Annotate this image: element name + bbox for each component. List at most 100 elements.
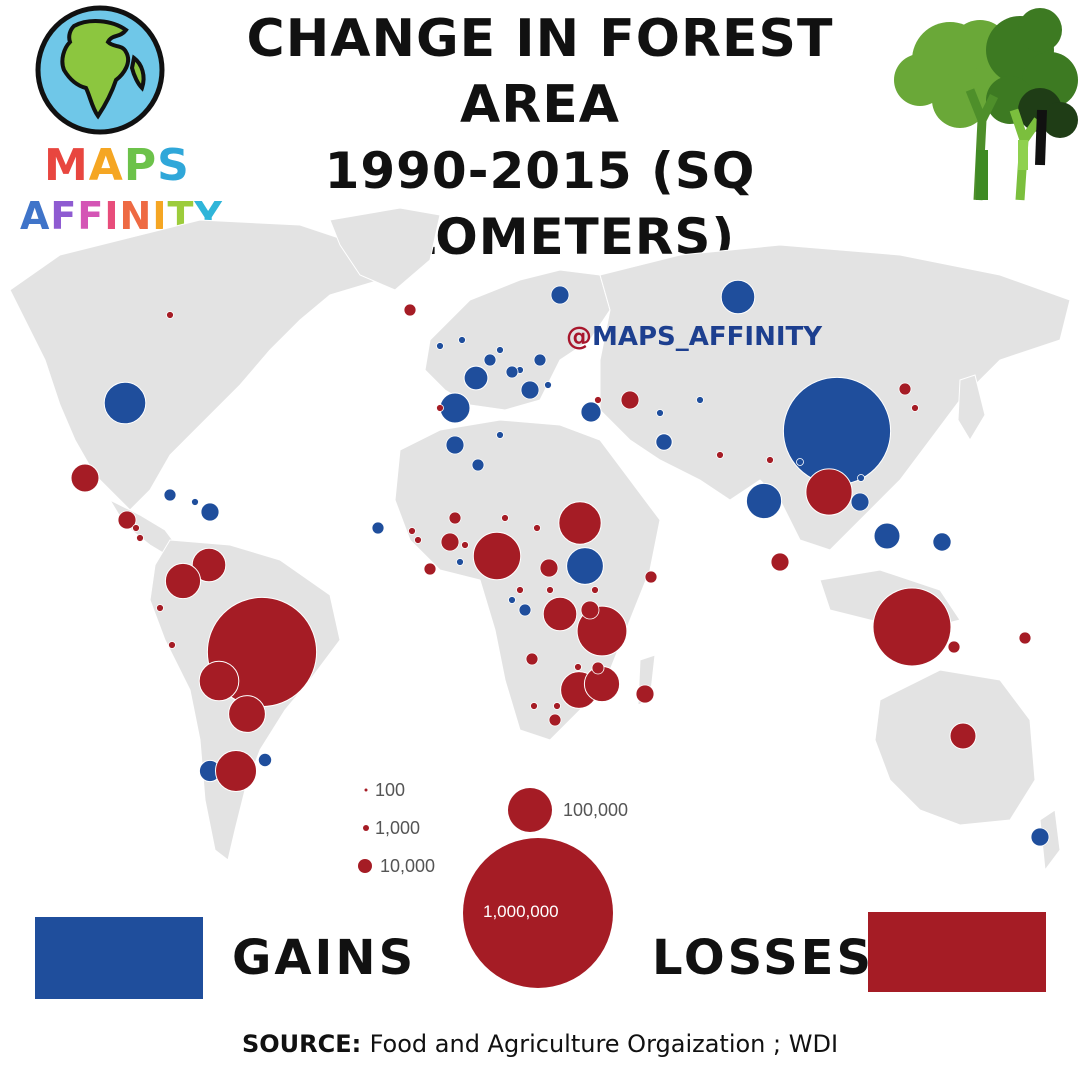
loss-bubble-mexico <box>70 463 100 493</box>
australia-landmass <box>874 669 1036 826</box>
trees-illustration-icon <box>894 8 1078 201</box>
loss-bubble-small <box>574 663 582 671</box>
loss-bubble-small <box>716 451 724 459</box>
loss-bubble-small <box>898 382 912 396</box>
loss-bubble-small <box>635 684 655 704</box>
loss-bubble-small <box>448 511 462 525</box>
legend-label-1000000: 1,000,000 <box>483 902 559 921</box>
loss-bubble-australia <box>949 722 977 750</box>
gains-label: GAINS <box>232 930 417 986</box>
loss-bubble-small <box>530 702 538 710</box>
gain-bubble-small <box>445 435 465 455</box>
losses-label: LOSSES <box>652 930 875 986</box>
gain-bubble-small <box>371 521 385 535</box>
loss-bubble-bolivia <box>198 660 240 702</box>
gains-swatch <box>35 917 203 999</box>
loss-bubble-small <box>166 311 174 319</box>
legend-label-10000: 10,000 <box>380 856 436 876</box>
gain-bubble-small <box>508 596 516 604</box>
loss-bubble-venezuela <box>191 547 227 583</box>
loss-bubble-small <box>136 534 144 542</box>
affinity-letter: N <box>119 194 153 238</box>
gain-bubble-small <box>456 558 464 566</box>
gain-bubble-small <box>496 346 504 354</box>
gain-bubble-spain <box>439 392 471 424</box>
legend-circle-100 <box>364 788 368 792</box>
loss-bubble-small <box>525 652 539 666</box>
legend-circle-100000 <box>508 788 552 832</box>
north-america-landmass <box>9 219 381 511</box>
gain-bubble-small <box>436 342 444 350</box>
legend-circle-1000 <box>363 825 369 831</box>
gain-bubble-small <box>471 458 485 472</box>
loss-bubble-small <box>546 586 554 594</box>
gain-bubble-small <box>191 498 199 506</box>
affinity-letter: F <box>77 194 105 238</box>
gain-bubble-small <box>483 353 497 367</box>
maps-letter: M <box>44 140 89 191</box>
legend-label-100: 100 <box>375 780 406 800</box>
watermark-at: @ <box>566 322 592 352</box>
loss-bubble-small <box>461 541 469 549</box>
affinity-letter: I <box>152 194 168 238</box>
gain-bubble-small <box>200 502 220 522</box>
loss-bubble-small <box>423 562 437 576</box>
gain-bubble-uruguay <box>257 752 273 768</box>
loss-bubble-small <box>620 390 640 410</box>
loss-bubble-zambia <box>542 596 578 632</box>
gain-bubble-small <box>850 492 870 512</box>
logo-maps-text: MAPS <box>44 140 190 191</box>
size-legend <box>358 788 613 988</box>
loss-bubble-small <box>539 558 559 578</box>
loss-bubble-small <box>591 661 605 675</box>
maps-letter: S <box>157 140 190 191</box>
loss-bubble-small <box>403 303 417 317</box>
gain-bubble-small <box>1030 827 1050 847</box>
bubble-layer <box>70 279 1050 847</box>
loss-bubble-small <box>117 510 137 530</box>
gain-bubble-vietnam <box>873 522 901 550</box>
loss-bubble-small <box>440 532 460 552</box>
loss-bubble-small <box>644 570 658 584</box>
greenland-landmass <box>329 207 441 291</box>
gain-bubble-small <box>496 431 504 439</box>
losses-swatch <box>868 912 1046 992</box>
watermark-handle: @MAPS_AFFINITY <box>566 322 822 352</box>
loss-bubble-small <box>947 640 961 654</box>
gain-bubble-small <box>656 409 664 417</box>
affinity-letter: A <box>20 194 51 238</box>
gain-bubble-sudan <box>566 547 604 585</box>
gain-bubble-small <box>458 336 466 344</box>
gain-bubble-small <box>163 488 177 502</box>
gain-bubble-united-states <box>103 381 147 425</box>
loss-bubble-paraguay <box>228 695 266 733</box>
source-text: Food and Agriculture Orgaization ; WDI <box>369 1030 839 1058</box>
loss-bubble-argentina <box>215 750 257 792</box>
maps-letter: P <box>123 140 158 191</box>
logo-affinity-text: AFFINITY <box>20 194 223 238</box>
loss-bubble-small <box>516 586 524 594</box>
loss-bubble-myanmar <box>805 468 853 516</box>
gain-bubble-turkey <box>580 401 602 423</box>
maps-letter: A <box>88 140 124 191</box>
gain-bubble-small <box>518 603 532 617</box>
loss-bubble-small <box>594 396 602 404</box>
japan-landmass <box>957 374 986 441</box>
gain-bubble-small <box>696 396 704 404</box>
gain-bubble-india <box>745 482 783 520</box>
loss-bubble-small <box>132 524 140 532</box>
loss-bubble-small <box>533 524 541 532</box>
new-zealand-landmass <box>1039 809 1061 872</box>
gain-bubble-small <box>533 353 547 367</box>
world-map <box>9 207 1071 872</box>
title-line-1: CHANGE IN FOREST AREA <box>246 9 834 135</box>
loss-bubble-small <box>548 713 562 727</box>
loss-bubble-small <box>770 552 790 572</box>
gain-bubble-small <box>550 285 570 305</box>
loss-bubble-indonesia <box>872 587 952 667</box>
loss-bubble-small <box>168 641 176 649</box>
legend-circle-1000000 <box>463 838 613 988</box>
affinity-letter: F <box>50 194 78 238</box>
loss-bubble-small <box>580 600 600 620</box>
gain-bubble-small <box>857 474 865 482</box>
